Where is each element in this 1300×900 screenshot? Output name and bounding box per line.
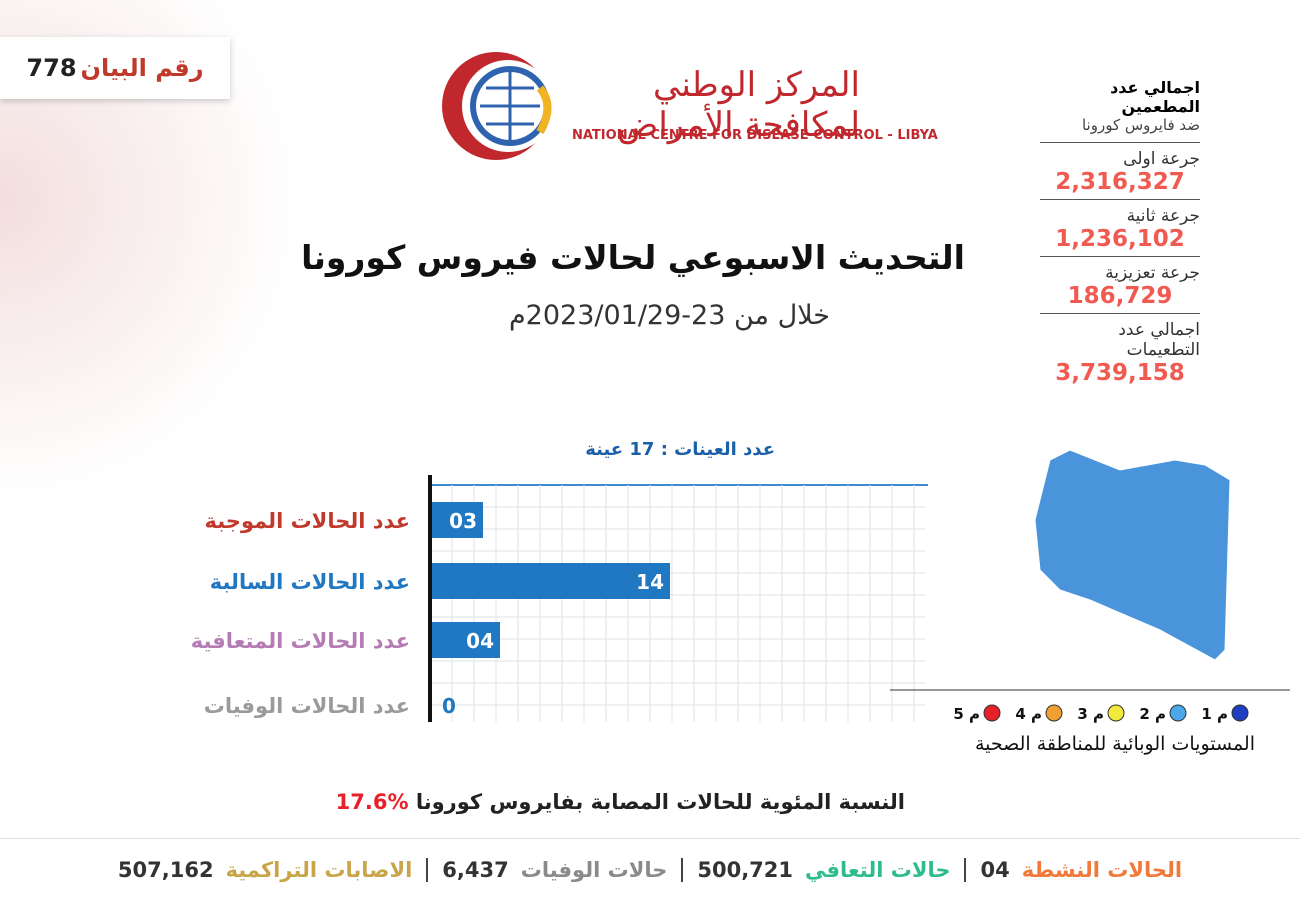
vaccination-panel: اجمالي عدد المطعمين ضد فايروس كورونا جرع… <box>1040 78 1200 390</box>
percentage-value: 17.6% <box>335 790 409 814</box>
bar <box>432 622 500 658</box>
legend-label: م 1 <box>1201 705 1228 723</box>
legend-dot <box>1231 704 1249 722</box>
vaccination-item: اجمالي عدد التطعيمات 3,739,158 <box>1040 313 1200 390</box>
logo-english: NATIONAL CENTRE FOR DISEASE CONTROL - LI… <box>572 128 938 143</box>
legend-label: م 2 <box>1139 705 1166 723</box>
vaccination-label: جرعة تعزيزية <box>1105 263 1200 283</box>
category-label: عدد الحالات السالبة <box>210 570 410 594</box>
logo-arabic: المركز الوطني لمكافحة الأمراض <box>617 65 860 145</box>
footer: الحالات النشطة 04 حالات التعافي 500,721 حالا… <box>0 838 1300 900</box>
vaccination-item: جرعة اولى 2,316,327 <box>1040 142 1200 199</box>
vaccination-value: 1,236,102 <box>1055 226 1185 252</box>
vaccination-item: جرعة ثانية 1,236,102 <box>1040 199 1200 256</box>
footer-item: الحالات النشطة 04 <box>964 858 1196 882</box>
percentage-line: النسبة المئوية للحالات المصابة بفايروس ك… <box>290 790 905 814</box>
vaccination-label: جرعة ثانية <box>1126 206 1200 226</box>
vaccination-heading: اجمالي عدد المطعمين <box>1110 78 1200 116</box>
legend-dot <box>1045 704 1063 722</box>
footer-value: 507,162 <box>117 858 214 882</box>
vaccination-label: اجمالي عدد التطعيمات <box>1118 320 1200 360</box>
footer-value: 04 <box>980 858 1010 882</box>
legend-label: م 3 <box>1077 705 1104 723</box>
footer-label: الاصابات التراكمية <box>225 858 413 882</box>
value-label: 03 <box>449 509 477 533</box>
vaccination-value: 186,729 <box>1067 283 1173 309</box>
vaccination-item: جرعة تعزيزية 186,729 <box>1040 256 1200 313</box>
vaccination-value: 2,316,327 <box>1055 169 1185 195</box>
subtitle: خلال من 23-2023/01/29م <box>508 300 830 331</box>
legend-dot <box>983 704 1001 722</box>
footer-value: 500,721 <box>697 858 794 882</box>
bar <box>432 502 483 538</box>
category-label: عدد الحالات الوفيات <box>204 694 410 718</box>
legend-dot <box>1169 704 1187 722</box>
legend-title: المستويات الوبائية للمناطقة الصحية <box>975 733 1255 755</box>
logo <box>442 52 554 160</box>
value-label: 0 <box>442 694 456 718</box>
legend-label: م 4 <box>1015 705 1042 723</box>
category-label: عدد الحالات الموجبة <box>205 509 411 533</box>
footer-label: حالات التعافي <box>805 858 951 882</box>
chart-title: عدد العينات : 17 عينة <box>585 439 775 460</box>
footer-label: حالات الوفيات <box>520 858 668 882</box>
vaccination-label: جرعة اولى <box>1123 149 1200 169</box>
value-label: 14 <box>636 570 664 594</box>
title: التحديث الاسبوعي لحالات فيروس كورونا <box>301 238 965 277</box>
footer-item: الاصابات التراكمية 507,162 <box>104 858 426 882</box>
footer-label: الحالات النشطة <box>1021 858 1183 882</box>
map <box>1034 449 1231 661</box>
legend-dot <box>1107 704 1125 722</box>
footer-item: حالات التعافي 500,721 <box>681 858 964 882</box>
chart: عدد العينات : 17 عينة عدد الحالات الموجب… <box>191 439 1290 755</box>
category-label: عدد الحالات المتعافية <box>191 629 410 653</box>
bar <box>432 563 670 599</box>
vaccination-subheading: ضد فايروس كورونا <box>1081 116 1200 134</box>
value-label: 04 <box>466 629 494 653</box>
footer-value: 6,437 <box>442 858 509 882</box>
percentage-label: النسبة المئوية للحالات المصابة بفايروس ك… <box>415 790 905 814</box>
statement-number: 778 <box>26 54 77 82</box>
footer-item: حالات الوفيات 6,437 <box>426 858 681 882</box>
vaccination-value: 3,739,158 <box>1055 360 1185 386</box>
statement-box: 778 رقم البيان <box>0 37 230 99</box>
statement-label: رقم البيان <box>80 54 204 82</box>
legend-label: م 5 <box>953 705 980 723</box>
